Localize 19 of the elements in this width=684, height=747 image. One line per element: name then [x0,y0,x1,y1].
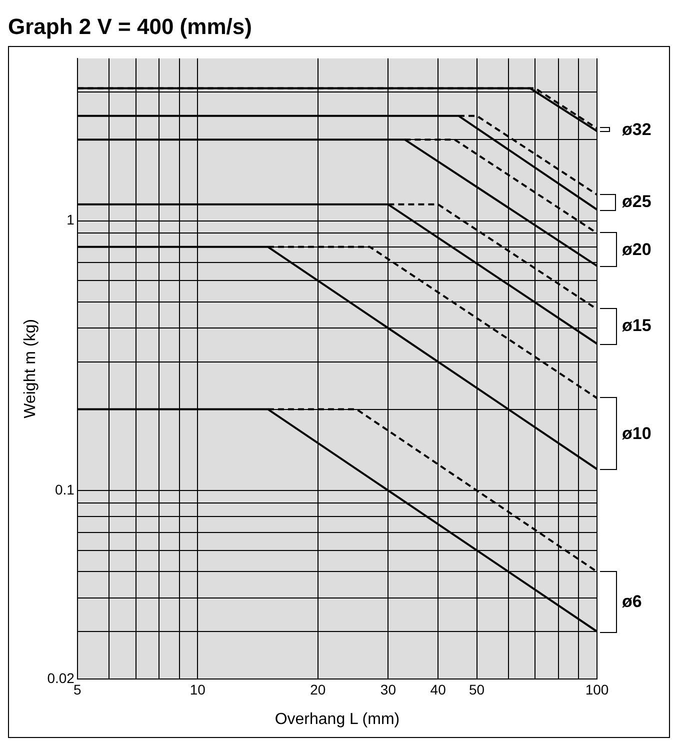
y-tick-label: 1 [66,212,75,228]
x-tick-label: 40 [430,681,446,698]
chart-title: Graph 2 V = 400 (mm/s) [8,13,253,41]
text: ø6 [622,590,642,613]
text: ø32 [622,118,652,141]
text: ø10 [622,422,652,445]
x-tick-label: 100 [585,681,609,698]
y-tick-label: 0.1 [54,481,75,498]
x-tick-label: 20 [310,681,326,698]
x-axis-title: Overhang L (mm) [274,710,400,728]
y-axis-title: Weight m (kg) [22,319,40,418]
x-tick-label: 5 [74,681,82,698]
x-tick-label: 30 [380,681,396,698]
x-tick-label: 10 [190,681,206,698]
text: ø20 [622,238,652,261]
x-tick-label: 50 [469,681,485,698]
y-tick-label: 0.02 [47,670,75,686]
text: ø25 [622,191,652,214]
text: ø15 [622,315,652,338]
